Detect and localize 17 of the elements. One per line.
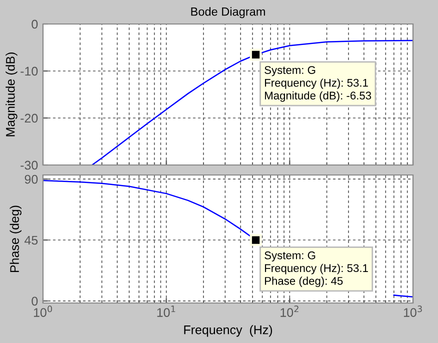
chart-title: Bode Diagram xyxy=(191,7,265,18)
x-tick-label: 10$^{1}$ xyxy=(157,306,176,317)
annotation: System: G Frequency (Hz): 53.1 Magnitude (dB): -6.53 xyxy=(264,66,372,102)
x-tick-label: 10$^{0}$ xyxy=(34,306,52,317)
y-tick-label: 90 xyxy=(24,174,38,184)
y-tick-label: 45 xyxy=(24,236,38,245)
y-tick-label: 0 xyxy=(32,20,38,29)
x-tick-label: 10$^{2}$ xyxy=(280,306,298,317)
y-tick-label: 0 xyxy=(32,296,38,306)
y-tick-label: -10 xyxy=(20,66,38,76)
y-axis-title: Phase (deg) xyxy=(10,206,22,272)
y-tick-label: -20 xyxy=(20,114,38,123)
y-tick-label: -30 xyxy=(20,160,38,170)
annotation: System: G Frequency (Hz): 53.1 Phase (deg): 45 xyxy=(264,251,368,288)
x-axis-title: Frequency (Hz) xyxy=(184,325,272,337)
y-axis-title: Magnitude (dB) xyxy=(6,52,18,136)
x-tick-label: 10$^{3}$ xyxy=(404,306,422,317)
